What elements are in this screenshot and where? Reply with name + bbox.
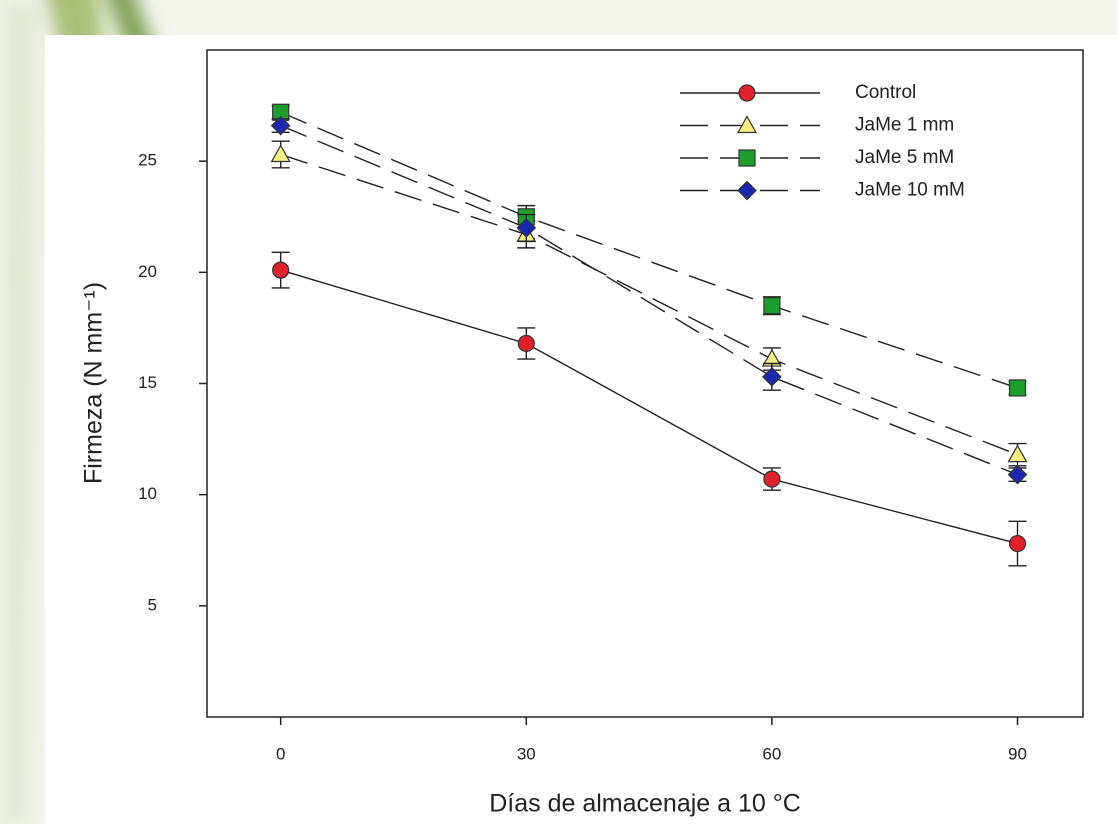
legend-label: JaMe 10 mM bbox=[855, 180, 965, 201]
y-tick-label: 15 bbox=[138, 373, 157, 392]
y-tick-label: 20 bbox=[138, 262, 157, 281]
x-tick-label: 60 bbox=[762, 744, 781, 763]
series-line bbox=[280, 269, 1018, 545]
data-point bbox=[1007, 444, 1028, 463]
data-point bbox=[762, 366, 782, 387]
y-tick-label: 10 bbox=[138, 484, 157, 503]
x-tick-label: 0 bbox=[276, 744, 285, 763]
data-point bbox=[517, 334, 535, 353]
x-axis-label: Días de almacenaje a 10 °C bbox=[489, 790, 801, 818]
data-point bbox=[270, 144, 291, 163]
data-point bbox=[270, 115, 291, 136]
y-axis-label: Firmeza (N mm⁻¹) bbox=[80, 282, 108, 484]
series-line bbox=[280, 153, 1018, 456]
data-point bbox=[763, 297, 781, 315]
legend-marker bbox=[738, 84, 756, 102]
data-point bbox=[1008, 379, 1027, 397]
legend-marker bbox=[736, 115, 758, 134]
y-tick-label: 25 bbox=[138, 151, 157, 170]
data-point bbox=[272, 261, 290, 279]
legend-marker bbox=[737, 180, 757, 201]
legend-label: JaMe 5 mM bbox=[855, 147, 954, 168]
x-tick-label: 90 bbox=[1008, 744, 1027, 763]
data-point bbox=[1008, 534, 1027, 553]
series-line bbox=[280, 111, 1018, 389]
y-tick-label: 5 bbox=[148, 595, 157, 614]
legend-marker bbox=[738, 149, 756, 167]
legend-label: Control bbox=[855, 82, 916, 103]
data-point bbox=[763, 470, 781, 488]
data-point bbox=[516, 218, 537, 238]
x-tick-label: 30 bbox=[517, 744, 536, 763]
legend-label: JaMe 1 mm bbox=[855, 115, 954, 136]
series-line bbox=[280, 124, 1018, 476]
panel bbox=[45, 35, 1117, 824]
data-point bbox=[1007, 464, 1028, 485]
